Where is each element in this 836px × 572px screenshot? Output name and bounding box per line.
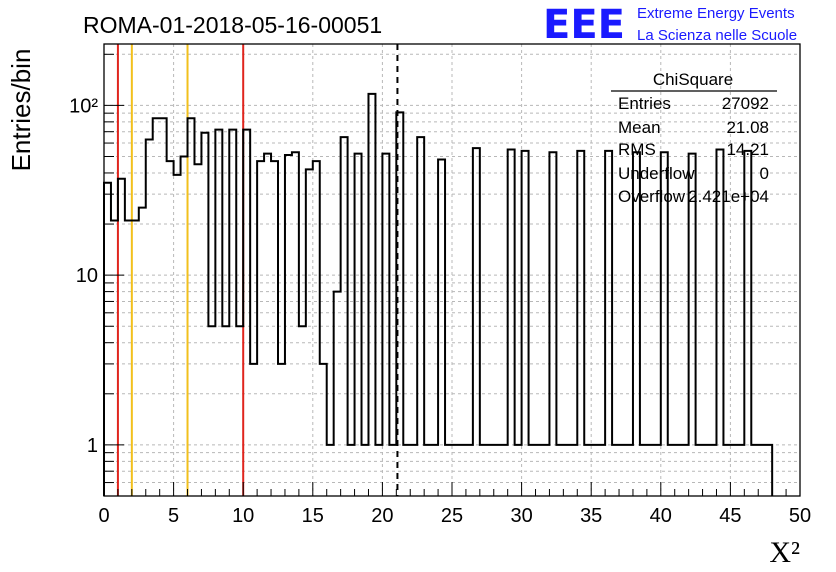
x-tick-label: 0 bbox=[98, 505, 109, 527]
y-tick-label: 10 bbox=[76, 265, 98, 287]
stats-value-mean: 21.08 bbox=[726, 118, 769, 137]
grid-layer bbox=[104, 44, 800, 497]
y-tick-label: 1 bbox=[87, 435, 98, 457]
axis-ticks: 0 5 10 15 20 25 30 35 40 45 50 1 10 10² bbox=[69, 53, 811, 527]
eee-logo: EEE bbox=[543, 2, 625, 48]
y-axis-title: Entries/bin bbox=[6, 49, 36, 172]
x-tick-label: 30 bbox=[510, 505, 532, 527]
stats-label-entries: Entries bbox=[618, 94, 671, 113]
histogram bbox=[103, 92, 774, 496]
stats-value-underflow: 0 bbox=[760, 164, 769, 183]
x-tick-label: 10 bbox=[232, 505, 254, 527]
brand-line-1: Extreme Energy Events bbox=[637, 5, 795, 22]
stats-label-underflow: Underflow bbox=[618, 164, 695, 183]
stats-title: ChiSquare bbox=[653, 70, 733, 89]
stats-box: ChiSquare Entries 27092 Mean 21.08 RMS 1… bbox=[611, 70, 777, 206]
stats-label-mean: Mean bbox=[618, 118, 661, 137]
stats-label-rms: RMS bbox=[618, 140, 656, 159]
x-tick-label: 20 bbox=[371, 505, 393, 527]
x-tick-label: 40 bbox=[650, 505, 672, 527]
x-tick-label: 15 bbox=[302, 505, 324, 527]
histogram-outline bbox=[103, 92, 774, 496]
x-axis-title: X² bbox=[769, 536, 800, 569]
x-tick-label: 5 bbox=[168, 505, 179, 527]
x-tick-label: 45 bbox=[719, 505, 741, 527]
brand-line-2: La Scienza nelle Scuole bbox=[637, 27, 797, 44]
y-tick-label: 10² bbox=[69, 95, 98, 117]
x-tick-label: 35 bbox=[580, 505, 602, 527]
stats-value-overflow: 2.421e+04 bbox=[688, 187, 769, 206]
run-title: ROMA-01-2018-05-16-00051 bbox=[83, 12, 382, 38]
stats-value-rms: 14.21 bbox=[726, 140, 769, 159]
stats-label-overflow: Overflow bbox=[618, 187, 686, 206]
x-tick-label: 50 bbox=[789, 505, 811, 527]
x-tick-label: 25 bbox=[441, 505, 463, 527]
stats-value-entries: 27092 bbox=[722, 94, 769, 113]
